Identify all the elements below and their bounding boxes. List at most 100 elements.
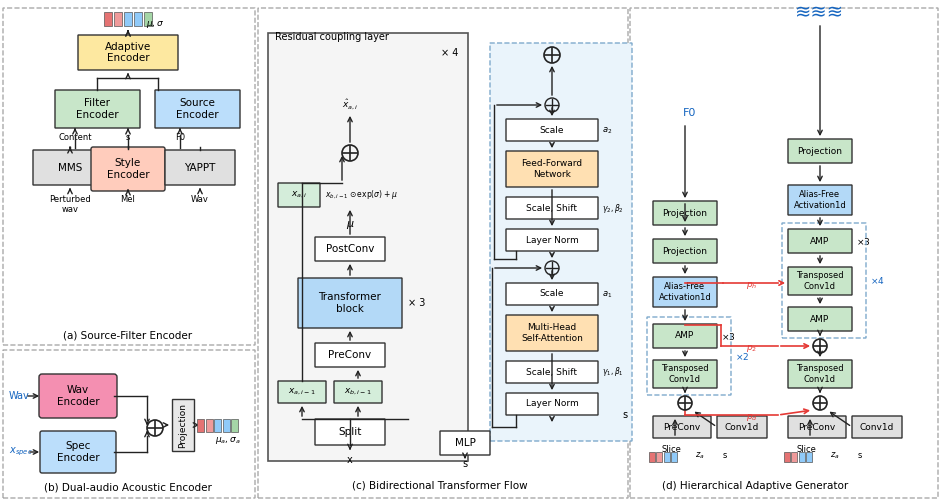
Text: $x_{spec}$: $x_{spec}$ <box>9 446 33 458</box>
FancyBboxPatch shape <box>653 324 717 348</box>
Text: Conv1d: Conv1d <box>860 423 894 432</box>
Bar <box>215 418 221 432</box>
Text: $x_{b,i-1} \odot \exp(\sigma) + \mu$: $x_{b,i-1} \odot \exp(\sigma) + \mu$ <box>325 189 398 201</box>
FancyBboxPatch shape <box>40 431 116 473</box>
Text: MLP: MLP <box>455 438 475 448</box>
Text: Projection: Projection <box>179 402 187 448</box>
Text: Projection: Projection <box>798 146 842 155</box>
Text: Perturbed
wav: Perturbed wav <box>49 195 91 214</box>
FancyBboxPatch shape <box>278 381 326 403</box>
Text: $\gamma_2, \beta_2$: $\gamma_2, \beta_2$ <box>602 202 624 214</box>
FancyBboxPatch shape <box>334 381 382 403</box>
Text: × 4: × 4 <box>441 48 458 58</box>
FancyBboxPatch shape <box>155 90 240 128</box>
Text: $x_{a,i-1}$: $x_{a,i-1}$ <box>288 387 316 397</box>
Text: ≋≋≋: ≋≋≋ <box>795 4 845 23</box>
Text: Scale, Shift: Scale, Shift <box>527 204 578 212</box>
FancyBboxPatch shape <box>788 185 852 215</box>
Text: Multi-Head
Self-Attention: Multi-Head Self-Attention <box>521 323 582 343</box>
Bar <box>206 418 213 432</box>
Text: (b) Dual-audio Acoustic Encoder: (b) Dual-audio Acoustic Encoder <box>44 483 212 493</box>
Text: F0: F0 <box>683 108 696 118</box>
Bar <box>799 452 805 462</box>
Bar <box>791 452 797 462</box>
Bar <box>172 399 194 451</box>
Bar <box>784 452 789 462</box>
FancyBboxPatch shape <box>39 374 117 418</box>
Text: Transposed
Conv1d: Transposed Conv1d <box>796 364 844 384</box>
Text: s: s <box>622 410 628 420</box>
Bar <box>114 12 122 26</box>
FancyBboxPatch shape <box>788 229 852 253</box>
Text: $z_a$: $z_a$ <box>830 451 839 461</box>
FancyBboxPatch shape <box>653 416 711 438</box>
Text: PreConv: PreConv <box>328 350 372 360</box>
Text: $x_{a,i}$: $x_{a,i}$ <box>291 190 307 200</box>
Text: Filter
Encoder: Filter Encoder <box>76 98 119 120</box>
Text: (a) Source-Filter Encoder: (a) Source-Filter Encoder <box>63 330 193 340</box>
FancyBboxPatch shape <box>506 119 598 141</box>
FancyBboxPatch shape <box>788 267 852 295</box>
FancyBboxPatch shape <box>788 139 852 163</box>
Text: × 3: × 3 <box>408 298 425 308</box>
Text: $\times 2$: $\times 2$ <box>735 351 749 362</box>
FancyBboxPatch shape <box>315 419 385 445</box>
Text: (d) Hierarchical Adaptive Generator: (d) Hierarchical Adaptive Generator <box>662 481 848 491</box>
Text: Split: Split <box>339 427 361 437</box>
Text: $p_h$: $p_h$ <box>746 280 758 291</box>
Text: F0: F0 <box>175 133 185 142</box>
Text: Content: Content <box>58 133 92 142</box>
Text: PreConv: PreConv <box>663 423 701 432</box>
FancyBboxPatch shape <box>788 307 852 331</box>
FancyBboxPatch shape <box>788 416 846 438</box>
Bar <box>648 452 655 462</box>
FancyBboxPatch shape <box>440 431 490 455</box>
Text: Layer Norm: Layer Norm <box>526 399 579 408</box>
FancyBboxPatch shape <box>653 201 717 225</box>
Text: Feed-Forward
Network: Feed-Forward Network <box>521 159 582 179</box>
Text: MMS: MMS <box>58 162 83 173</box>
Text: $\mu$: $\mu$ <box>345 219 355 231</box>
Text: YAPPT: YAPPT <box>184 162 215 173</box>
Text: Spec
Encoder: Spec Encoder <box>56 441 100 463</box>
Text: Wav
Encoder: Wav Encoder <box>56 385 100 407</box>
FancyBboxPatch shape <box>506 151 598 187</box>
FancyBboxPatch shape <box>315 237 385 261</box>
FancyBboxPatch shape <box>717 416 767 438</box>
Text: $\hat{x}_{a,i}$: $\hat{x}_{a,i}$ <box>342 97 359 111</box>
Text: Source
Encoder: Source Encoder <box>176 98 219 120</box>
Bar <box>663 452 670 462</box>
Bar <box>231 418 238 432</box>
Text: s: s <box>858 452 862 461</box>
FancyBboxPatch shape <box>788 360 852 388</box>
Text: $p_d$: $p_d$ <box>746 412 758 423</box>
Text: AMP: AMP <box>810 314 830 323</box>
FancyBboxPatch shape <box>78 35 178 70</box>
FancyBboxPatch shape <box>506 361 598 383</box>
Text: $\times 4$: $\times 4$ <box>870 276 885 287</box>
Text: Residual coupling layer: Residual coupling layer <box>275 32 389 42</box>
FancyBboxPatch shape <box>506 283 598 305</box>
Text: $\mu, \sigma$: $\mu, \sigma$ <box>146 19 165 30</box>
FancyBboxPatch shape <box>653 239 717 263</box>
Text: $\gamma_1, \beta_1$: $\gamma_1, \beta_1$ <box>602 366 624 378</box>
Text: Mel: Mel <box>120 195 136 204</box>
Text: Wav: Wav <box>9 391 30 401</box>
Text: $x_{b,i-1}$: $x_{b,i-1}$ <box>344 387 372 397</box>
Text: $a_2$: $a_2$ <box>602 126 613 136</box>
FancyBboxPatch shape <box>506 315 598 351</box>
FancyBboxPatch shape <box>55 90 140 128</box>
Bar <box>223 418 230 432</box>
Text: AMP: AMP <box>810 236 830 245</box>
FancyBboxPatch shape <box>506 229 598 251</box>
Text: x: x <box>347 455 353 465</box>
Text: PostConv: PostConv <box>326 244 375 254</box>
Text: Scale: Scale <box>540 126 565 134</box>
Text: Layer Norm: Layer Norm <box>526 235 579 244</box>
Text: s: s <box>723 452 727 461</box>
FancyBboxPatch shape <box>3 8 255 345</box>
Text: PreConv: PreConv <box>798 423 836 432</box>
Text: $\times 3$: $\times 3$ <box>721 330 736 342</box>
Bar <box>144 12 152 26</box>
Text: $\mu_a, \sigma_a$: $\mu_a, \sigma_a$ <box>215 435 241 446</box>
